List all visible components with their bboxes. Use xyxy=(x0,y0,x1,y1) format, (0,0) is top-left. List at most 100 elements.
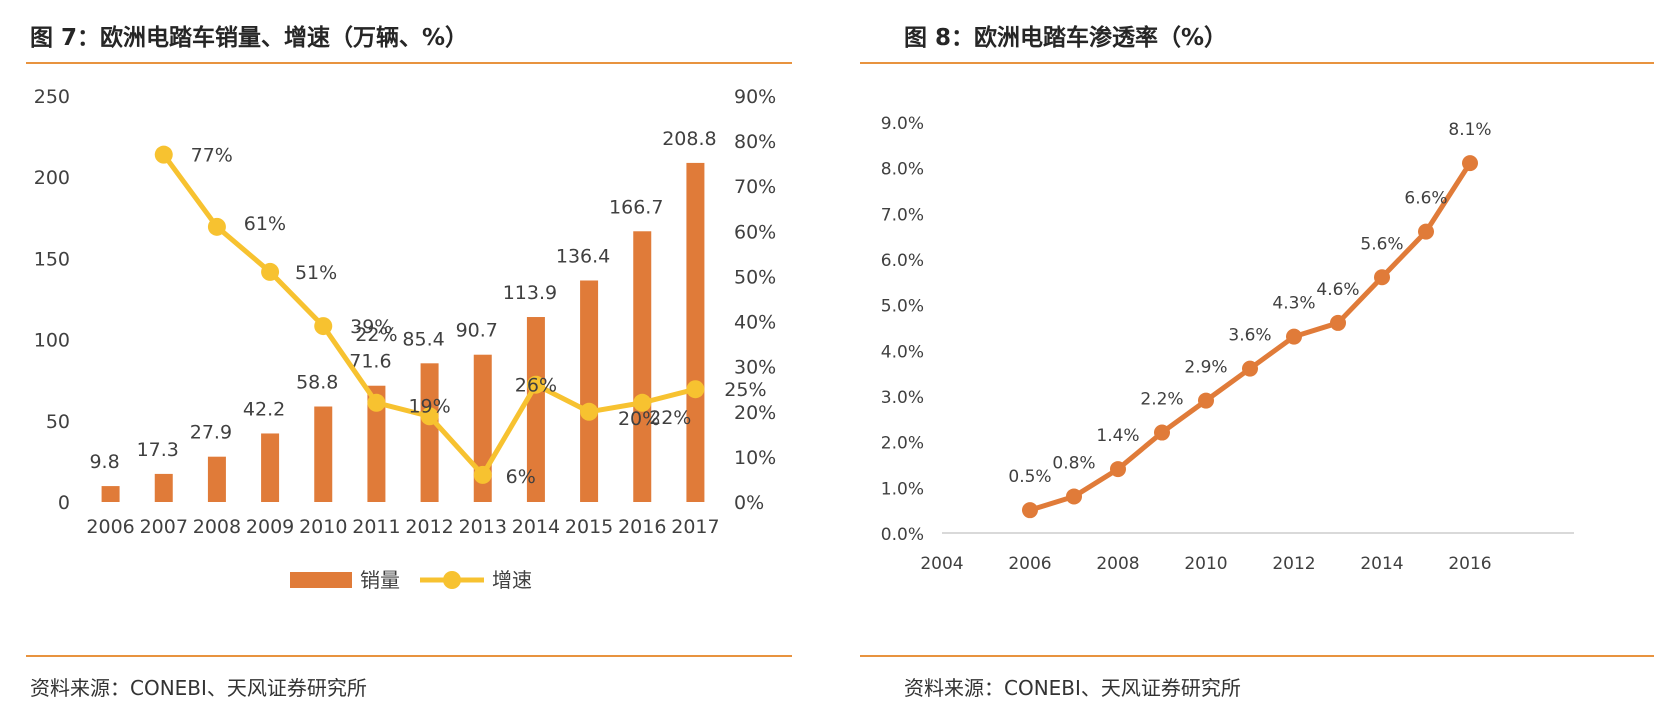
sales-data-label: 136.4 xyxy=(556,245,610,267)
sales-data-label: 58.8 xyxy=(296,372,338,394)
figure-7-panel: 图 7：欧洲电踏车销量、增速（万辆、%） 0 50 100 150 200 250 0% 10… xyxy=(26,25,792,700)
growth-point xyxy=(686,380,705,399)
sales-bar xyxy=(686,162,705,502)
growth-data-label: 19% xyxy=(408,395,450,417)
x-axis-tick-label: 2016 xyxy=(1448,554,1491,574)
right-axis-tick-label: 70% xyxy=(734,176,776,198)
y-axis-tick-label: 1.0% xyxy=(881,479,924,499)
sales-data-label: 113.9 xyxy=(503,282,557,304)
penetration-data-label: 4.3% xyxy=(1272,294,1315,314)
sales-bar xyxy=(580,280,599,502)
left-axis-tick-label: 50 xyxy=(46,411,70,433)
sales-bar xyxy=(154,473,173,502)
x-axis-tick-label: 2012 xyxy=(1272,554,1315,574)
x-axis-tick-label: 2008 xyxy=(1096,554,1139,574)
penetration-point xyxy=(1110,461,1126,478)
right-axis-tick-label: 30% xyxy=(734,357,776,379)
y-axis-tick-label: 6.0% xyxy=(881,251,924,271)
sales-bar xyxy=(314,406,333,502)
sales-data-label: 42.2 xyxy=(243,398,285,420)
penetration-data-label: 0.5% xyxy=(1008,467,1051,487)
growth-data-label: 61% xyxy=(244,213,286,235)
figure-7-title: 图 7：欧洲电踏车销量、增速（万辆、%） xyxy=(30,25,469,51)
y-axis-tick-label: 8.0% xyxy=(881,160,924,180)
penetration-data-label: 2.2% xyxy=(1140,390,1183,410)
penetration-point xyxy=(1154,424,1170,441)
legend-sales-swatch xyxy=(290,572,352,588)
sales-bar xyxy=(207,456,226,502)
right-axis-tick-label: 80% xyxy=(734,131,776,153)
y-axis-tick-label: 4.0% xyxy=(881,342,924,362)
growth-point xyxy=(207,217,226,236)
penetration-data-label: 6.6% xyxy=(1404,189,1447,209)
x-axis-tick-label: 2010 xyxy=(1184,554,1227,574)
growth-point xyxy=(633,393,652,412)
sales-bar xyxy=(101,486,120,502)
x-axis-tick-label: 2008 xyxy=(193,516,241,538)
growth-point xyxy=(580,402,599,421)
legend-growth-marker xyxy=(443,571,461,589)
penetration-data-label: 4.6% xyxy=(1316,280,1359,300)
right-axis-tick-label: 10% xyxy=(734,447,776,469)
x-axis-tick-label: 2014 xyxy=(512,516,560,538)
growth-data-label: 20% xyxy=(618,408,660,430)
x-axis-tick-label: 2006 xyxy=(86,516,134,538)
growth-data-label: 6% xyxy=(506,466,536,488)
left-axis-tick-label: 0 xyxy=(58,492,70,514)
sales-data-label: 71.6 xyxy=(349,351,391,373)
legend-growth-label: 增速 xyxy=(492,568,532,592)
penetration-point xyxy=(1066,488,1082,505)
penetration-data-label: 8.1% xyxy=(1448,120,1491,140)
x-axis-tick-label: 2012 xyxy=(405,516,453,538)
x-axis-tick-label: 2006 xyxy=(1008,554,1051,574)
right-axis-tick-label: 0% xyxy=(734,492,764,514)
penetration-chart: 0.0% 1.0% 2.0% 3.0% 4.0% 5.0% 6.0% 7.0% 8.0% 9.0%… xyxy=(881,114,1574,574)
figure-8-source: 资料来源：CONEBI、天风证券研究所 xyxy=(904,676,1241,700)
growth-point xyxy=(154,145,173,164)
penetration-data-label: 3.6% xyxy=(1228,326,1271,346)
growth-point xyxy=(261,262,280,281)
y-axis-tick-label: 2.0% xyxy=(881,434,924,454)
left-axis-tick-label: 100 xyxy=(34,330,70,352)
growth-data-label: 26% xyxy=(515,375,557,397)
penetration-point xyxy=(1374,269,1390,286)
growth-data-label: 22% xyxy=(649,407,691,429)
legend-sales-label: 销量 xyxy=(360,568,400,592)
y-axis-tick-label: 0.0% xyxy=(881,525,924,545)
growth-data-label: 77% xyxy=(191,145,233,167)
right-axis-tick-label: 90% xyxy=(734,86,776,108)
penetration-point xyxy=(1022,502,1038,519)
sales-growth-chart: 0 50 100 150 200 250 0% 10% 20% 30% 40% 50% 60% 70% 80… xyxy=(34,86,777,592)
growth-data-label: 39% xyxy=(350,316,392,338)
x-axis-tick-label: 2007 xyxy=(140,516,188,538)
x-axis-tick-label: 2016 xyxy=(618,516,666,538)
left-axis-tick-label: 150 xyxy=(34,248,70,270)
y-axis-tick-label: 9.0% xyxy=(881,114,924,134)
sales-bar xyxy=(633,231,652,502)
x-axis-tick-label: 2009 xyxy=(246,516,294,538)
growth-data-label: 25% xyxy=(724,379,766,401)
right-axis-tick-label: 20% xyxy=(734,402,776,424)
right-axis-tick-label: 50% xyxy=(734,266,776,288)
penetration-point xyxy=(1242,360,1258,377)
growth-point xyxy=(526,375,545,394)
left-axis-tick-label: 200 xyxy=(34,167,70,189)
figure-7-bottom-rule xyxy=(26,655,792,657)
penetration-point xyxy=(1198,392,1214,409)
penetration-data-label: 5.6% xyxy=(1360,234,1403,254)
penetration-point xyxy=(1286,328,1302,345)
growth-point xyxy=(314,317,333,336)
left-axis-tick-label: 250 xyxy=(34,86,70,108)
y-axis-tick-label: 5.0% xyxy=(881,297,924,317)
sales-bar xyxy=(420,363,439,502)
x-axis-tick-label: 2015 xyxy=(565,516,613,538)
x-axis-tick-label: 2013 xyxy=(459,516,507,538)
sales-data-label: 85.4 xyxy=(402,328,444,350)
figure-7-source: 资料来源：CONEBI、天风证券研究所 xyxy=(30,676,367,700)
sales-data-label: 166.7 xyxy=(609,196,663,218)
penetration-point xyxy=(1330,314,1346,331)
figure-7-top-rule xyxy=(26,62,792,64)
penetration-data-label: 2.9% xyxy=(1184,358,1227,378)
x-axis-tick-label: 2010 xyxy=(299,516,347,538)
figure-8-title: 图 8：欧洲电踏车渗透率（%） xyxy=(904,25,1228,51)
